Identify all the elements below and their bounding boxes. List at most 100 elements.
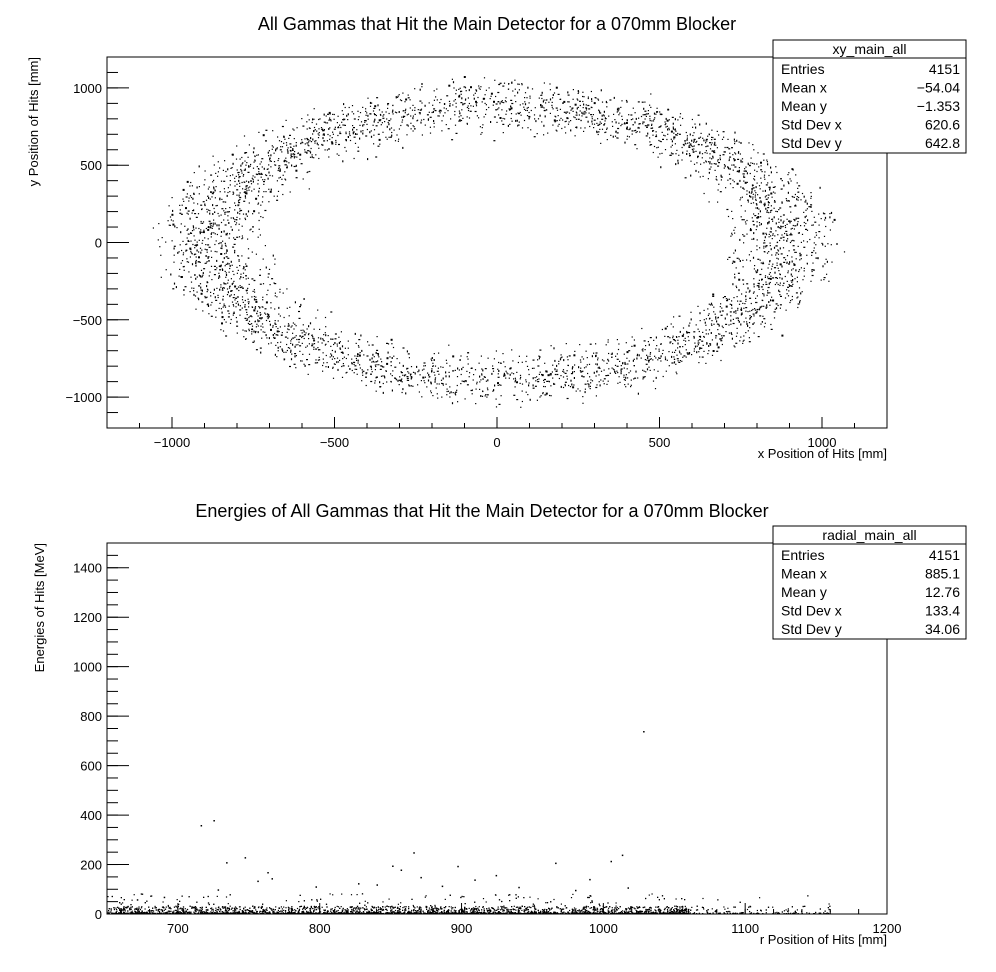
xy-hit-point	[395, 96, 397, 98]
xy-hit-point	[740, 197, 742, 199]
xy-hit-point	[786, 199, 788, 201]
xy-hit-point	[194, 244, 196, 246]
xy-hit-point	[183, 269, 185, 271]
xy-hit-point	[490, 121, 492, 123]
xy-hit-point	[797, 232, 800, 234]
xy-hit-point	[419, 374, 421, 376]
xy-hit-point	[595, 355, 597, 358]
xy-hit-point	[276, 195, 278, 197]
xy-hit-point	[756, 239, 758, 241]
xy-hit-point	[567, 364, 569, 366]
xy-hit-point	[843, 251, 846, 253]
xy-hit-point	[792, 268, 794, 270]
xy-hit-point	[345, 357, 347, 360]
xy-hit-point	[707, 333, 709, 335]
xy-hit-point	[764, 202, 766, 204]
xy-hit-point	[258, 190, 260, 193]
xy-hit-point	[733, 229, 735, 231]
xy-hit-point	[181, 249, 183, 252]
xy-hit-point	[793, 263, 795, 265]
xy-hit-point	[484, 376, 486, 378]
xy-hit-point	[543, 379, 545, 381]
xy-hit-point	[596, 384, 598, 386]
xy-hit-point	[201, 231, 203, 233]
xy-hit-point	[194, 274, 196, 276]
xy-hit-point	[685, 349, 687, 351]
xy-hit-point	[775, 254, 777, 256]
xy-hit-point	[528, 102, 530, 104]
xy-hit-point	[224, 253, 226, 255]
xy-hit-point	[480, 86, 482, 88]
xy-hit-point	[212, 181, 214, 183]
xy-hit-point	[216, 233, 218, 236]
xy-hit-point	[224, 265, 226, 267]
xy-hit-point	[309, 322, 312, 325]
xy-hit-point	[719, 154, 721, 156]
xy-hit-point	[782, 236, 785, 238]
stats-box-title: xy_main_all	[833, 41, 907, 57]
xy-hit-point	[788, 182, 790, 184]
xy-hit-point	[272, 326, 274, 328]
xy-hit-point	[792, 224, 794, 227]
xy-hit-point	[760, 262, 762, 264]
xy-hit-point	[362, 132, 364, 135]
xy-hit-point	[424, 365, 426, 367]
xy-hit-point	[294, 156, 296, 158]
xy-hit-point	[672, 337, 674, 339]
xy-hit-point	[261, 201, 264, 203]
xy-hit-point	[603, 360, 605, 362]
xy-hit-point	[675, 134, 677, 136]
xy-hit-point	[540, 104, 542, 106]
xy-hit-point	[732, 169, 734, 171]
xy-hit-point	[212, 155, 214, 157]
xy-hit-point	[420, 121, 422, 124]
xy-hit-point	[187, 261, 190, 263]
xy-hit-point	[789, 241, 792, 244]
xy-hit-point	[236, 169, 238, 171]
xy-hit-point	[218, 224, 220, 227]
xy-hit-point	[390, 127, 393, 129]
xy-hit-point	[339, 124, 341, 126]
xy-hit-point	[682, 327, 685, 329]
xy-hit-point	[198, 274, 200, 276]
xy-hit-point	[260, 172, 262, 174]
xy-hit-point	[483, 77, 486, 79]
xy-hit-point	[277, 136, 279, 138]
xy-hit-point	[380, 124, 382, 126]
xy-hit-point	[459, 120, 461, 122]
xy-hit-point	[223, 219, 225, 221]
xy-hit-point	[449, 392, 451, 394]
xy-hit-point	[774, 267, 777, 269]
xy-hit-point	[720, 176, 723, 178]
xy-hit-point	[182, 266, 184, 268]
xy-hit-point	[169, 216, 172, 218]
xy-hit-point	[540, 106, 542, 108]
xy-hit-point	[322, 133, 325, 135]
xy-hit-point	[183, 294, 185, 296]
xy-hit-point	[237, 211, 239, 214]
xy-hit-point	[750, 157, 752, 159]
xy-hit-point	[357, 146, 359, 148]
xy-hit-point	[179, 204, 181, 206]
xy-hit-point	[819, 186, 821, 189]
xy-hit-point	[613, 369, 615, 371]
xy-hit-point	[709, 157, 711, 159]
xy-hit-point	[370, 380, 373, 383]
xy-hit-point	[780, 295, 782, 297]
xy-hit-point	[642, 123, 644, 125]
xy-hit-point	[382, 117, 385, 119]
xy-hit-point	[719, 159, 721, 161]
xy-hit-point	[231, 153, 234, 156]
xy-hit-point	[575, 390, 577, 392]
xy-hit-point	[232, 304, 234, 306]
xy-hit-point	[313, 348, 315, 350]
xy-hit-point	[688, 352, 691, 354]
xy-hit-point	[755, 203, 757, 205]
xy-hit-point	[308, 139, 310, 141]
xy-hit-point	[369, 131, 371, 134]
xy-hit-point	[380, 375, 383, 377]
xy-hit-point	[595, 97, 597, 99]
xy-hit-point	[354, 332, 356, 335]
xy-hit-point	[691, 118, 693, 121]
